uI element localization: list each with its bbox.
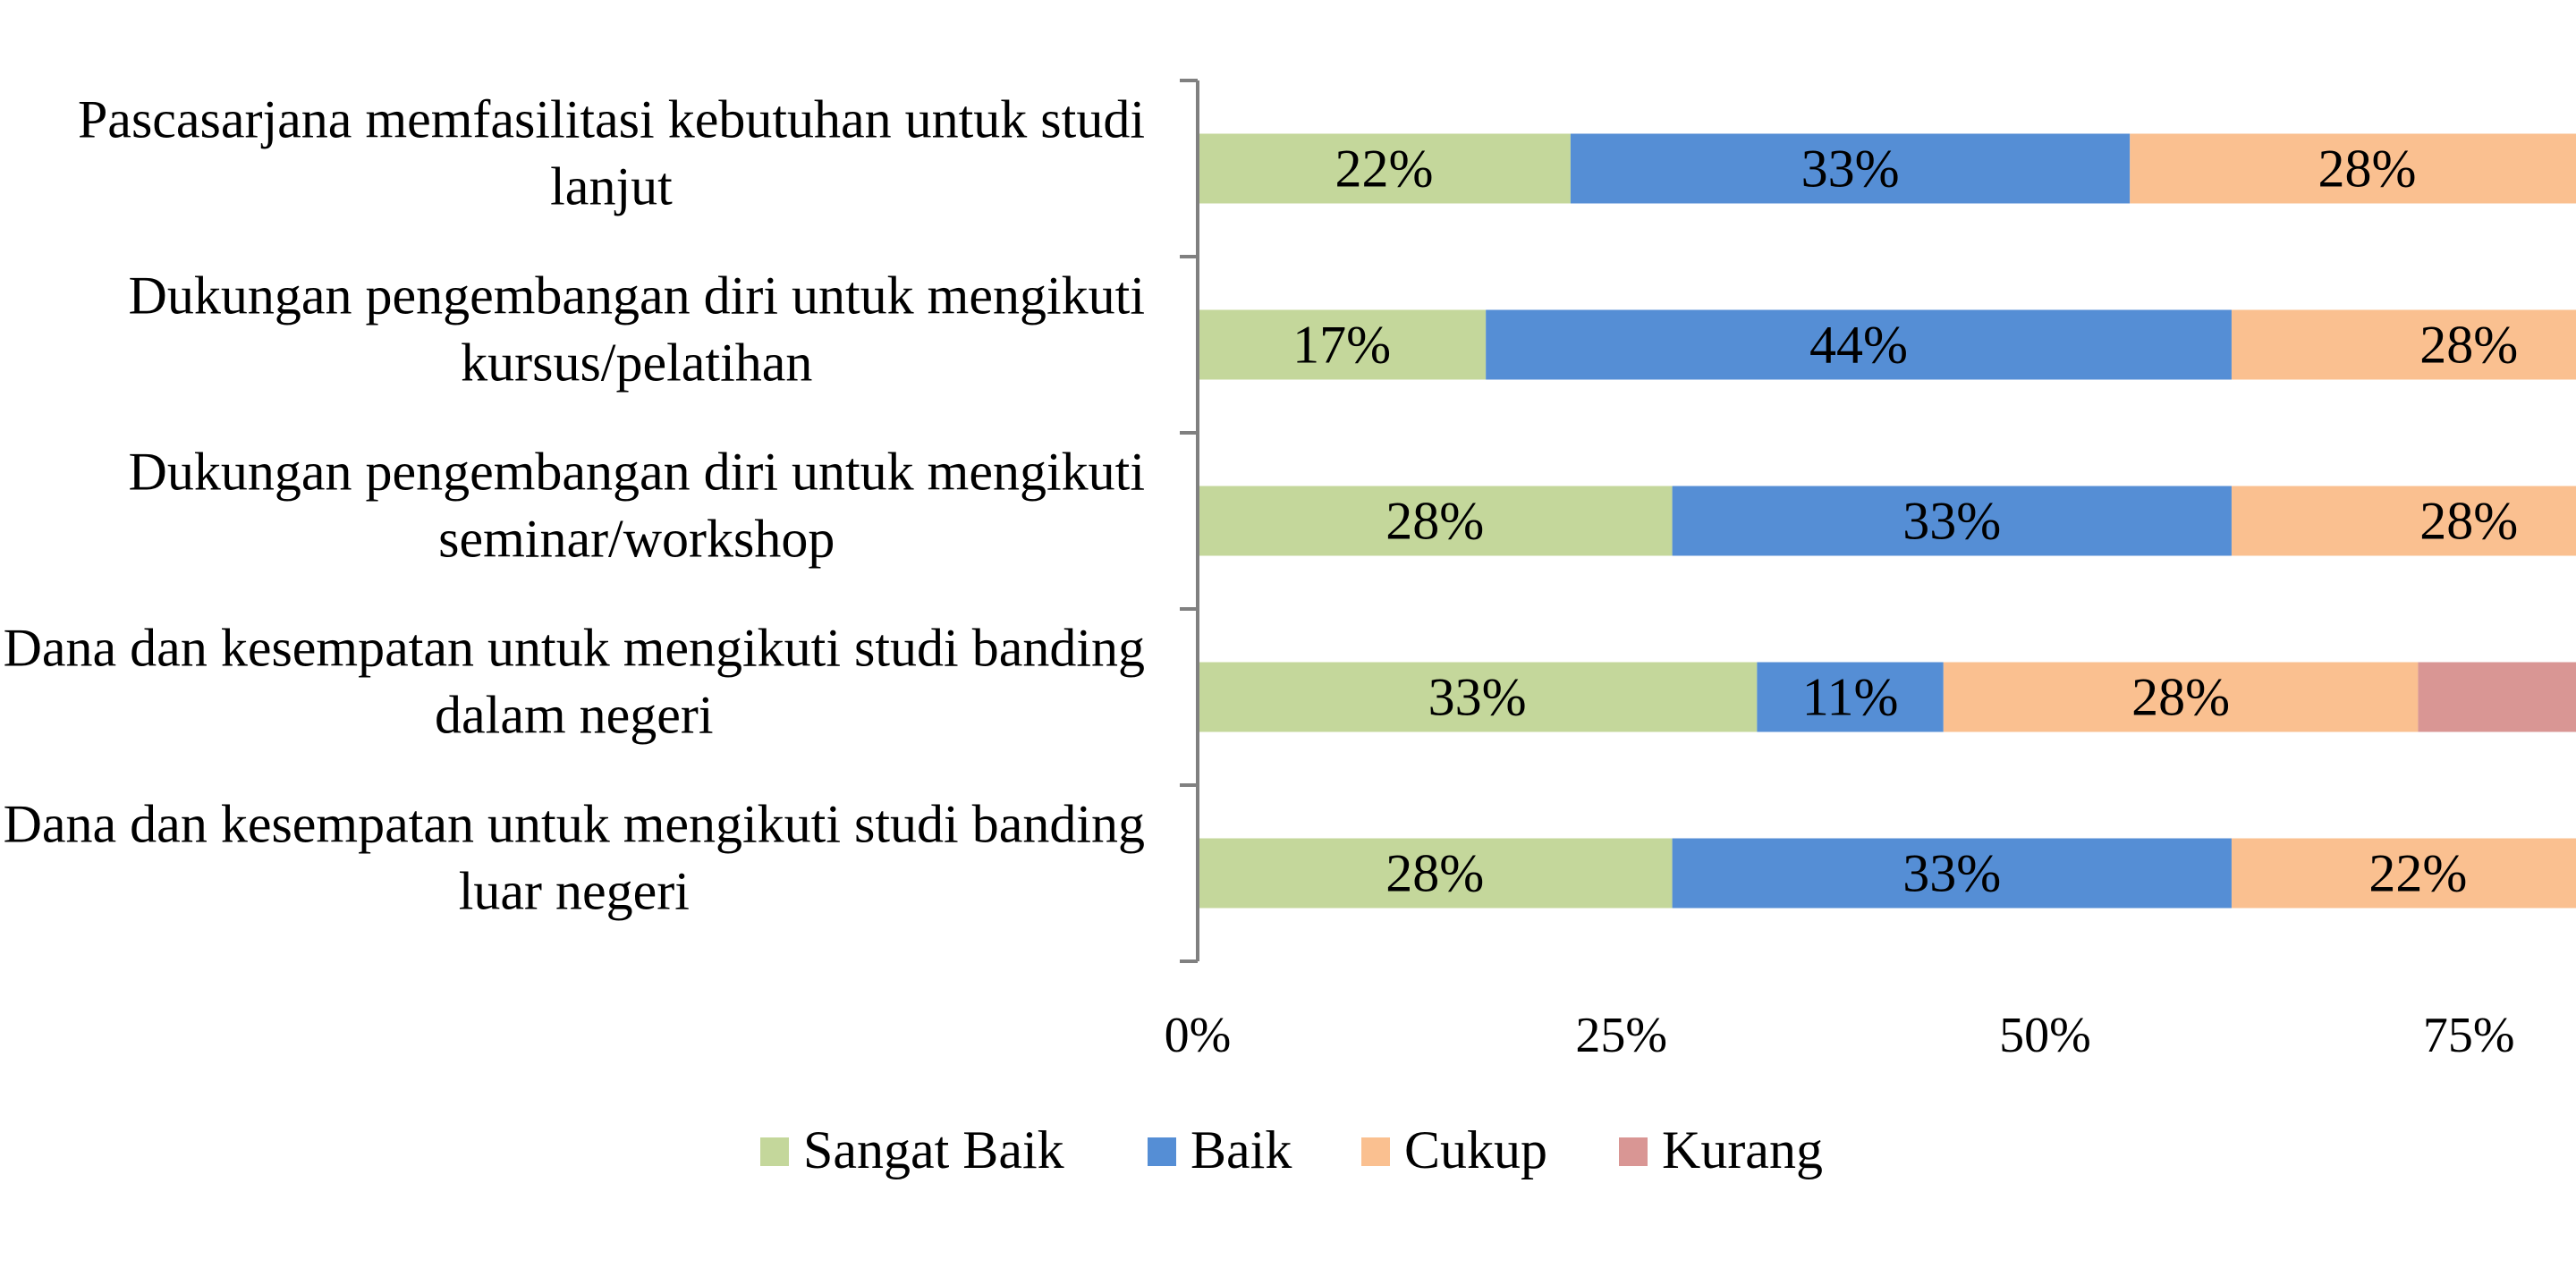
bar-segment bbox=[1943, 662, 2419, 732]
data-label: 22% bbox=[2368, 844, 2467, 903]
legend-swatch bbox=[1361, 1137, 1390, 1166]
data-label: 28% bbox=[2318, 139, 2417, 199]
legend-swatch bbox=[1619, 1137, 1648, 1166]
x-tick-label: 50% bbox=[1999, 1008, 2091, 1063]
data-label: 33% bbox=[1428, 668, 1527, 727]
legend-label: Baik bbox=[1191, 1120, 1292, 1179]
data-label: 11% bbox=[1802, 668, 1899, 727]
bar-segment bbox=[1198, 309, 1487, 380]
category-label: Pascasarjana memfasilitasi kebutuhan unt… bbox=[78, 90, 1145, 149]
y-axis bbox=[1180, 79, 1199, 963]
x-axis-tick-labels: 0%25%50%75%100% bbox=[1165, 1008, 2515, 1063]
bar-series bbox=[1198, 133, 2576, 909]
data-label: 28% bbox=[2419, 316, 2518, 375]
legend-swatch bbox=[760, 1137, 789, 1166]
data-label: 17% bbox=[1292, 316, 1391, 375]
data-label: 28% bbox=[2419, 492, 2518, 551]
bar-segment bbox=[1198, 838, 1673, 909]
bar-segment bbox=[1198, 662, 1758, 732]
data-label: 33% bbox=[1902, 492, 2001, 551]
bar-segment bbox=[2231, 838, 2576, 909]
legend-label: Kurang bbox=[1662, 1120, 1823, 1179]
category-label: kursus/pelatihan bbox=[461, 334, 812, 393]
bar-segment bbox=[1757, 662, 1944, 732]
data-label: 22% bbox=[1335, 139, 1433, 199]
x-tick-label: 75% bbox=[2423, 1008, 2515, 1063]
bar-segment bbox=[1198, 486, 1673, 556]
category-label: dalam negeri bbox=[435, 686, 714, 745]
legend: Sangat Baik Baik Cukup Kurang bbox=[760, 1120, 1823, 1179]
data-label: 33% bbox=[1902, 844, 2001, 903]
data-labels: 22%33%28%17%17%44%28%11%28%33%28%11%33%1… bbox=[1292, 139, 2518, 903]
bar-segment bbox=[2418, 662, 2576, 732]
category-label: Dana dan kesempatan untuk mengikuti stud… bbox=[4, 795, 1145, 854]
category-label: luar negeri bbox=[459, 862, 690, 921]
data-label: 44% bbox=[1809, 316, 1908, 375]
bar-segment bbox=[2231, 309, 2576, 380]
category-label: lanjut bbox=[550, 157, 673, 216]
category-label: Dukungan pengembangan diri untuk mengiku… bbox=[129, 443, 1145, 502]
data-label: 28% bbox=[1385, 492, 1484, 551]
bar-segment bbox=[2130, 133, 2576, 204]
data-label: 33% bbox=[1801, 139, 1900, 199]
bar-segment bbox=[1570, 133, 2131, 204]
bar-segment bbox=[1486, 309, 2232, 380]
legend-label: Cukup bbox=[1404, 1120, 1547, 1179]
bar-segment bbox=[1672, 486, 2232, 556]
category-label: Dukungan pengembangan diri untuk mengiku… bbox=[129, 266, 1145, 325]
bar-segment bbox=[1198, 133, 1571, 204]
category-label: seminar/workshop bbox=[438, 510, 835, 569]
bar-segment bbox=[2231, 486, 2576, 556]
category-labels: Pascasarjana memfasilitasi kebutuhan unt… bbox=[4, 90, 1145, 921]
bar-segment bbox=[1672, 838, 2232, 909]
legend-label: Sangat Baik bbox=[803, 1120, 1064, 1179]
x-tick-label: 0% bbox=[1165, 1008, 1232, 1063]
x-tick-label: 25% bbox=[1575, 1008, 1667, 1063]
data-label: 28% bbox=[2131, 668, 2230, 727]
category-label: Dana dan kesempatan untuk mengikuti stud… bbox=[4, 619, 1145, 678]
data-label: 28% bbox=[1385, 844, 1484, 903]
legend-swatch bbox=[1148, 1137, 1176, 1166]
